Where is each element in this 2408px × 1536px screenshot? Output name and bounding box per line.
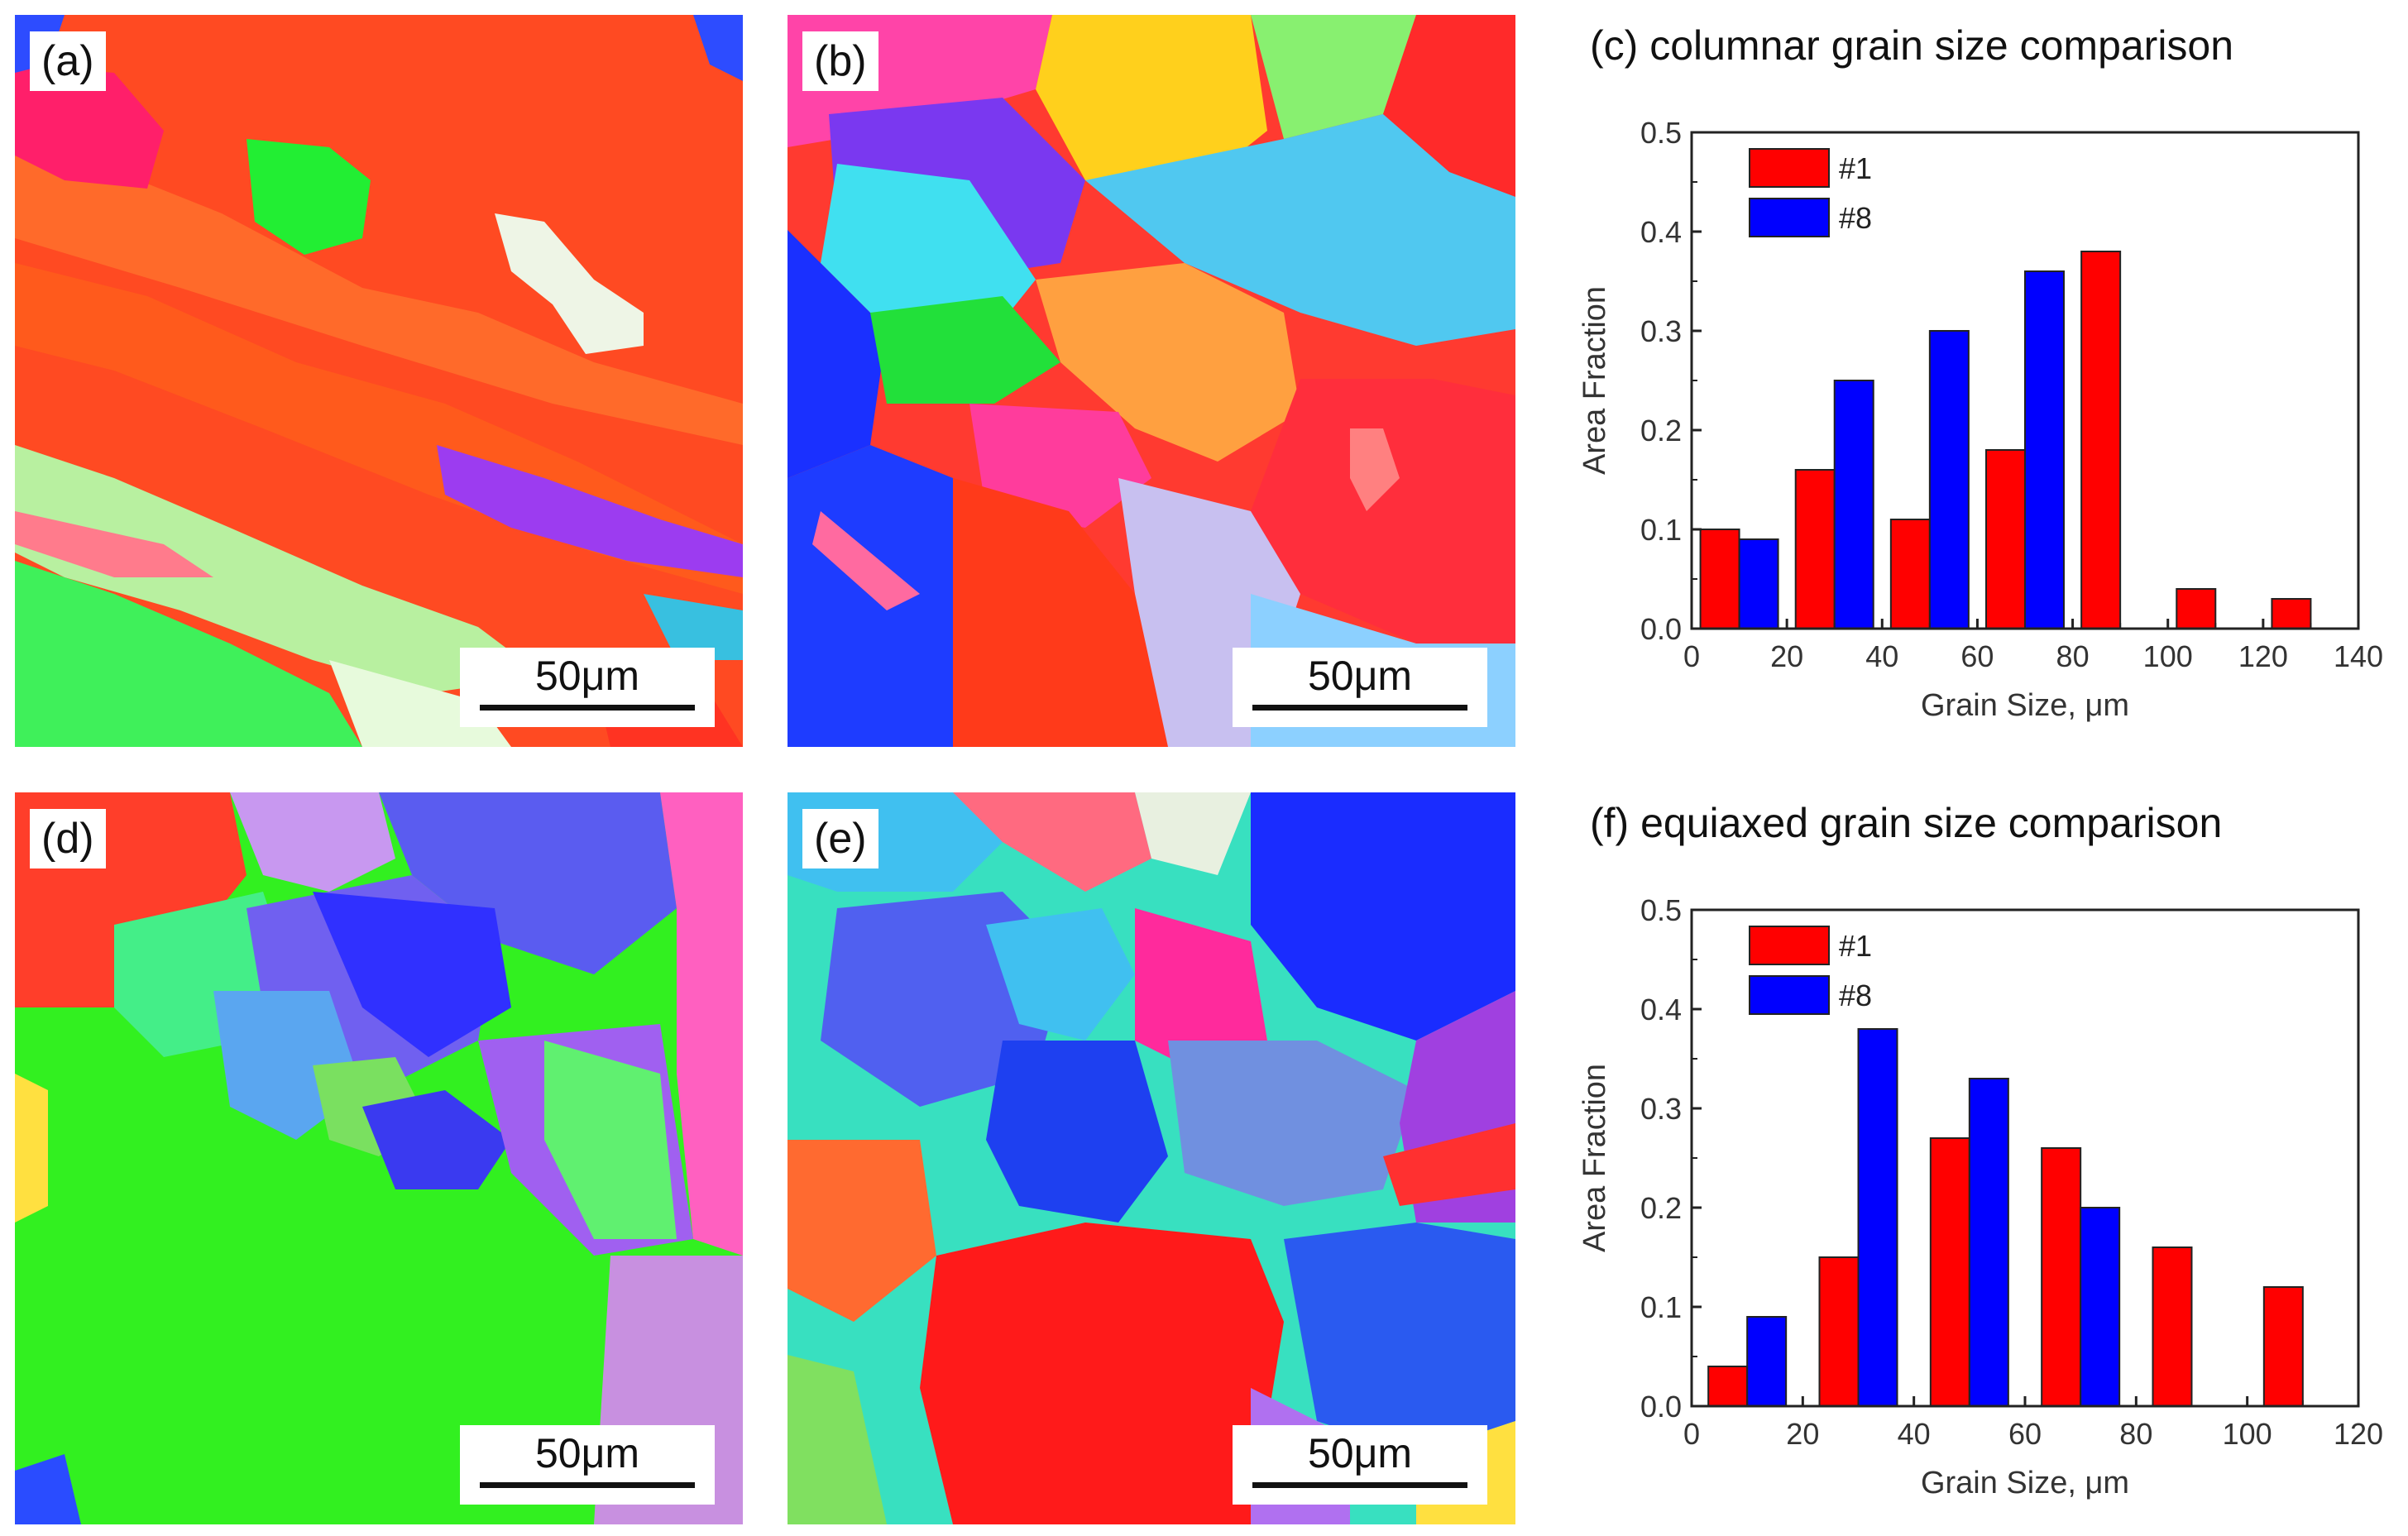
- y-tick-label: 0.5: [1640, 893, 1682, 927]
- bar-series-1: [2262, 1286, 2304, 1407]
- ebsd-map-d: (d) 50μm: [15, 792, 743, 1524]
- legend-label: #8: [1839, 979, 1872, 1012]
- legend-label: #1: [1839, 929, 1872, 963]
- equiaxed-grain-size-chart: (f) equiaxed grain size comparison 0 20 40 6…: [1577, 800, 2383, 1500]
- columnar-grain-size-chart: (c) columnar grain size comparison 0 20 40 6…: [1577, 22, 2383, 723]
- scale-bar-line: [1252, 1482, 1467, 1488]
- bar-series-1: [1929, 1137, 1970, 1407]
- bar-series-1: [1985, 449, 2026, 629]
- legend-label: #1: [1839, 151, 1872, 185]
- y-tick-label: 0.5: [1640, 116, 1682, 150]
- x-tick-label: 140: [2334, 639, 2383, 673]
- x-tick-label: 120: [2238, 639, 2288, 673]
- scale-bar-label: 50μm: [534, 1430, 640, 1476]
- grain-map-d: [15, 792, 743, 1524]
- bar-series-8: [1928, 330, 1970, 629]
- scale-bar: 50μm: [1233, 648, 1487, 727]
- scale-bar-label: 50μm: [1307, 1430, 1413, 1476]
- x-tick-label: 80: [2056, 639, 2090, 673]
- bar-series-8: [1746, 1316, 1788, 1407]
- bar-series-1: [1699, 529, 1740, 629]
- chart-title: (f) equiaxed grain size comparison: [1590, 800, 2222, 846]
- x-tick-label: 120: [2334, 1417, 2383, 1451]
- x-tick-label: 100: [2143, 639, 2193, 673]
- y-tick-label: 0.4: [1640, 993, 1682, 1026]
- y-tick-label: 0.0: [1640, 1390, 1682, 1424]
- ebsd-map-b: (b) 50μm: [788, 15, 1515, 747]
- scale-bar-line: [1252, 705, 1467, 711]
- x-tick-label: 20: [1770, 639, 1803, 673]
- x-tick-label: 60: [1960, 639, 1994, 673]
- x-tick-label: 0: [1683, 639, 1700, 673]
- scale-bar-label: 50μm: [1307, 653, 1413, 699]
- bar-series-1: [2152, 1247, 2193, 1407]
- legend-swatch-series-8: [1749, 198, 1830, 237]
- scale-bar-line: [480, 1482, 695, 1488]
- y-tick-label: 0.3: [1640, 1092, 1682, 1126]
- bar-series-1: [2176, 588, 2217, 629]
- y-tick-label: 0.2: [1640, 414, 1682, 447]
- bar-series-1: [1889, 519, 1931, 629]
- grain-map-a: [15, 15, 743, 747]
- bar-series-1: [1794, 469, 1836, 629]
- x-tick-label: 100: [2223, 1417, 2272, 1451]
- panel-label: (d): [30, 809, 106, 868]
- scale-bar-line: [480, 705, 695, 711]
- scale-bar-label: 50μm: [534, 653, 640, 699]
- ebsd-map-e: (e) 50μm: [788, 792, 1515, 1524]
- y-tick-label: 0.4: [1640, 215, 1682, 249]
- y-tick-label: 0.1: [1640, 513, 1682, 547]
- scale-bar: 50μm: [460, 1425, 715, 1505]
- y-axis-label: Area Fraction: [1577, 286, 1612, 475]
- bar-series-8: [2024, 270, 2065, 629]
- y-tick-label: 0.2: [1640, 1191, 1682, 1225]
- bar-series-1: [1818, 1256, 1860, 1407]
- x-axis-label: Grain Size, μm: [1921, 1466, 2129, 1500]
- y-tick-label: 0.1: [1640, 1290, 1682, 1324]
- bar-series-8: [1833, 380, 1874, 629]
- x-axis-label: Grain Size, μm: [1921, 688, 2129, 723]
- grain-map-b: [788, 15, 1515, 747]
- x-tick-label: 20: [1786, 1417, 1819, 1451]
- bar-series-8: [1738, 538, 1779, 629]
- panel-label: (b): [802, 31, 878, 91]
- ebsd-map-a: (a) 50μm: [15, 15, 743, 747]
- legend-label: #8: [1839, 201, 1872, 235]
- legend-swatch-series-1: [1749, 148, 1830, 188]
- y-tick-label: 0.3: [1640, 314, 1682, 348]
- grain-map-e: [788, 792, 1515, 1524]
- x-tick-label: 60: [2008, 1417, 2042, 1451]
- bar-series-1: [2041, 1147, 2082, 1407]
- x-tick-label: 0: [1683, 1417, 1700, 1451]
- x-tick-label: 40: [1865, 639, 1898, 673]
- bar-series-8: [2080, 1207, 2121, 1407]
- bar-series-8: [1968, 1078, 2009, 1407]
- legend-swatch-series-8: [1749, 975, 1830, 1015]
- y-tick-label: 0.0: [1640, 612, 1682, 646]
- panel-label: (a): [30, 31, 106, 91]
- bar-series-1: [2271, 598, 2312, 629]
- x-tick-label: 80: [2119, 1417, 2152, 1451]
- scale-bar: 50μm: [460, 648, 715, 727]
- legend-swatch-series-1: [1749, 926, 1830, 965]
- y-axis-label: Area Fraction: [1577, 1064, 1612, 1252]
- bar-series-1: [1707, 1366, 1749, 1407]
- scale-bar: 50μm: [1233, 1425, 1487, 1505]
- chart-title: (c) columnar grain size comparison: [1590, 22, 2233, 69]
- bar-series-1: [2080, 251, 2122, 629]
- panel-label: (e): [802, 809, 878, 868]
- x-tick-label: 40: [1898, 1417, 1931, 1451]
- bar-series-8: [1857, 1028, 1898, 1407]
